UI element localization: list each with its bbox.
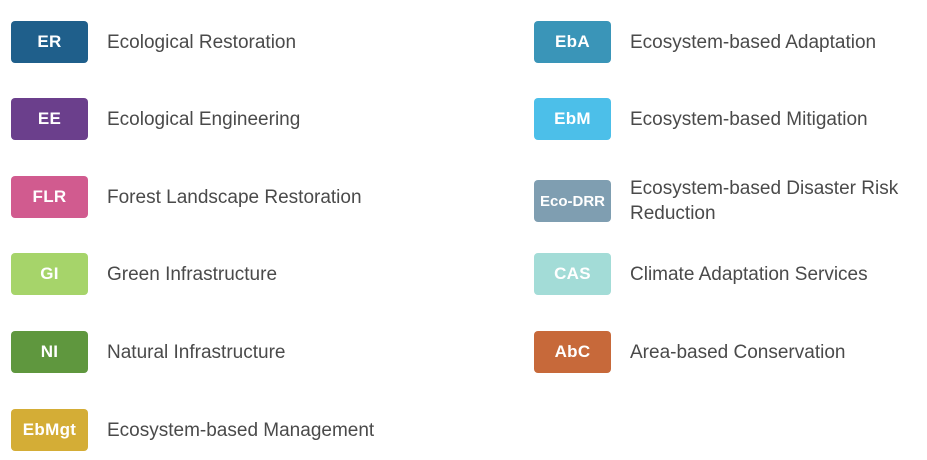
abbr-badge: GI [11,253,88,295]
abbr-badge: Eco-DRR [534,180,611,222]
abbr-badge: ER [11,21,88,63]
legend-item-eba: EbA Ecosystem-based Adaptation [534,21,927,63]
legend-label: Ecological Engineering [107,108,301,130]
legend-item-ee: EE Ecological Engineering [11,98,507,140]
abbr-badge: CAS [534,253,611,295]
legend-label: Natural Infrastructure [107,341,286,363]
legend-item-eco-drr: Eco-DRR Ecosystem-based Disaster Risk Re… [534,176,927,226]
abbr-badge: EbMgt [11,409,88,451]
legend-label: Green Infrastructure [107,263,278,285]
abbr-badge: EbA [534,21,611,63]
legend-label: Forest Landscape Restoration [107,186,362,208]
legend-item-ebmgt: EbMgt Ecosystem-based Management [11,409,507,451]
legend-label: Ecosystem-based Adaptation [630,31,877,53]
abbr-badge: NI [11,331,88,373]
legend-item-ebm: EbM Ecosystem-based Mitigation [534,98,927,140]
abbr-badge: EE [11,98,88,140]
abbr-badge: AbC [534,331,611,373]
abbr-badge: FLR [11,176,88,218]
legend-item-ni: NI Natural Infrastructure [11,331,507,373]
legend-label: Ecosystem-based Management [107,419,375,441]
legend-label: Ecosystem-based Disaster Risk Reduction [630,178,899,224]
abbr-badge: EbM [534,98,611,140]
legend-label: Climate Adaptation Services [630,263,868,285]
legend-label: Ecological Restoration [107,31,297,53]
legend-item-gi: GI Green Infrastructure [11,253,507,295]
legend-item-flr: FLR Forest Landscape Restoration [11,176,507,218]
legend-item-er: ER Ecological Restoration [11,21,507,63]
legend-label: Ecosystem-based Mitigation [630,108,868,130]
legend-label: Area-based Conservation [630,341,846,363]
legend-item-abc: AbC Area-based Conservation [534,331,927,373]
legend-item-cas: CAS Climate Adaptation Services [534,253,927,295]
